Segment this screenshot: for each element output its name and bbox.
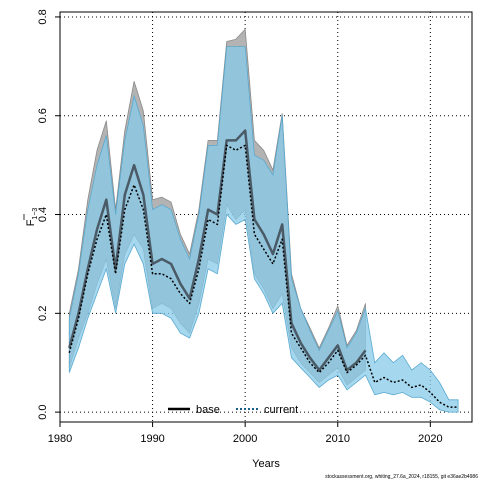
y-axis-title-subscript: 1−3 (32, 208, 39, 220)
y-tick-label: 0.0 (37, 404, 49, 419)
legend-label-current: current (264, 404, 298, 416)
current-confidence-band (68, 46, 459, 413)
x-tick-label: 1980 (48, 433, 72, 445)
y-tick-label: 0.8 (37, 9, 49, 24)
y-tick-label: 0.4 (37, 207, 49, 222)
y-tick-label: 0.6 (37, 108, 49, 123)
base-line (68, 129, 367, 372)
x-tick-label: 2010 (326, 433, 350, 445)
y-axis-title-main: F (25, 219, 37, 226)
x-tick-label: 2000 (233, 433, 257, 445)
svg-text:F1−3: F1−3 (25, 208, 39, 227)
x-axis: 1980 1990 2000 2010 2020 (48, 422, 443, 445)
legend-label-base: base (196, 404, 220, 416)
y-axis: 0.0 0.2 0.4 0.6 0.8 (37, 9, 60, 420)
y-tick-label: 0.2 (37, 306, 49, 321)
current-line (68, 144, 459, 408)
x-tick-label: 1990 (140, 433, 164, 445)
x-tick-label: 2020 (418, 433, 442, 445)
x-axis-title: Years (252, 458, 280, 470)
confidence-bands (68, 28, 459, 413)
footnote: stockassessment.org, whiting_27.6a_2024,… (325, 474, 478, 480)
y-axis-title: F1−3 (23, 208, 39, 227)
series-lines (68, 129, 459, 408)
legend: base current (168, 404, 298, 416)
plot-frame (59, 11, 473, 423)
